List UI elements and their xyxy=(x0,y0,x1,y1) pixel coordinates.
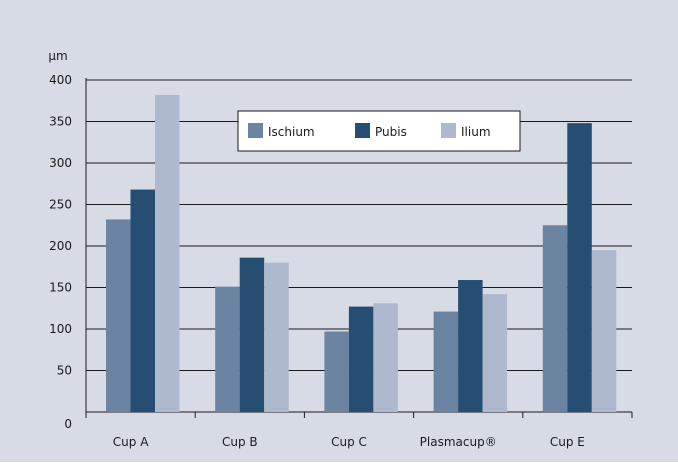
x-tick-label-2: Cup C xyxy=(331,435,367,449)
legend-box xyxy=(237,110,521,152)
y-tick-label-350: 350 xyxy=(49,115,72,129)
y-tick-label-150: 150 xyxy=(49,281,72,295)
legend: Ischium Pubis Ilium xyxy=(237,110,521,152)
legend-label-pubis: Pubis xyxy=(375,125,407,139)
y-tick-label-300: 300 xyxy=(49,156,72,170)
legend-label-ilium: Ilium xyxy=(461,125,491,139)
y-tick-label-100: 100 xyxy=(49,322,72,336)
bar-ilium-0 xyxy=(155,94,180,412)
bar-ischium-2 xyxy=(324,331,349,412)
bar-pubis-0 xyxy=(130,189,155,412)
bar-pubis-3 xyxy=(458,280,483,412)
bar-ischium-1 xyxy=(215,286,240,412)
y-axis-label: µm xyxy=(48,49,67,63)
y-tick-label-50: 50 xyxy=(57,364,72,378)
y-tick-label-200: 200 xyxy=(49,239,72,253)
bar-ilium-1 xyxy=(264,262,289,412)
bar-ischium-3 xyxy=(433,311,459,412)
bar-ilium-4 xyxy=(591,250,617,412)
legend-swatch-ilium xyxy=(441,123,456,138)
x-tick-label-3: Plasmacup® xyxy=(420,435,497,449)
legend-label-ischium: Ischium xyxy=(268,125,315,139)
x-tick-label-4: Cup E xyxy=(550,435,585,449)
legend-swatch-pubis xyxy=(355,123,370,138)
bar-pubis-2 xyxy=(348,306,374,412)
x-axis-ticks: Cup A Cup B Cup C Plasmacup® Cup E xyxy=(85,412,633,449)
y-axis-ticks: 0 50 100 150 200 250 300 350 400 xyxy=(49,73,72,431)
bar-ilium-3 xyxy=(482,294,508,412)
bar-pubis-1 xyxy=(239,257,265,412)
y-tick-label-400: 400 xyxy=(49,73,72,87)
x-tick-label-1: Cup B xyxy=(222,435,258,449)
bar-ischium-4 xyxy=(542,225,568,412)
bar-ischium-0 xyxy=(106,219,131,412)
bars xyxy=(106,94,617,412)
y-tick-label-250: 250 xyxy=(49,198,72,212)
x-tick-label-0: Cup A xyxy=(113,435,149,449)
legend-swatch-ischium xyxy=(248,123,263,138)
bar-pubis-4 xyxy=(567,123,592,412)
y-tick-label-0: 0 xyxy=(64,417,72,431)
bar-ilium-2 xyxy=(373,303,398,412)
